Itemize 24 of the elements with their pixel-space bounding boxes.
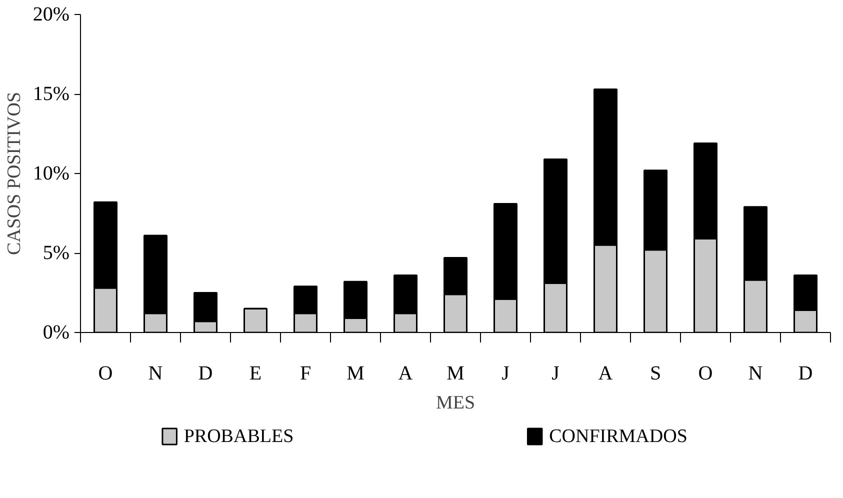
x-tick-label: E [249,362,262,384]
x-tick-label: S [650,362,662,384]
x-axis-title: MES [436,392,476,414]
x-tick-label: D [798,362,813,384]
y-tick-label: 15% [32,83,70,105]
x-tick-label: J [502,362,510,384]
y-tick-label: 0% [42,322,70,344]
x-tick-label: A [598,362,614,384]
x-tick-label: M [346,362,365,384]
x-tick-label: F [300,362,312,384]
y-tick-label: 20% [32,4,70,26]
x-tick-label: O [698,362,713,384]
x-tick-label: M [446,362,465,384]
x-tick-label: O [98,362,113,384]
x-tick-label: N [748,362,763,384]
legend-label: CONFIRMADOS [549,426,688,447]
y-tick-label: 5% [42,242,70,264]
legend-label: PROBABLES [184,426,294,447]
x-tick-label: N [148,362,163,384]
x-tick-label: J [552,362,560,384]
x-tick-label: D [198,362,213,384]
y-axis-title: CASOS POSITIVOS [4,92,25,256]
x-tick-label: A [398,362,414,384]
y-tick-label: 10% [32,162,70,184]
